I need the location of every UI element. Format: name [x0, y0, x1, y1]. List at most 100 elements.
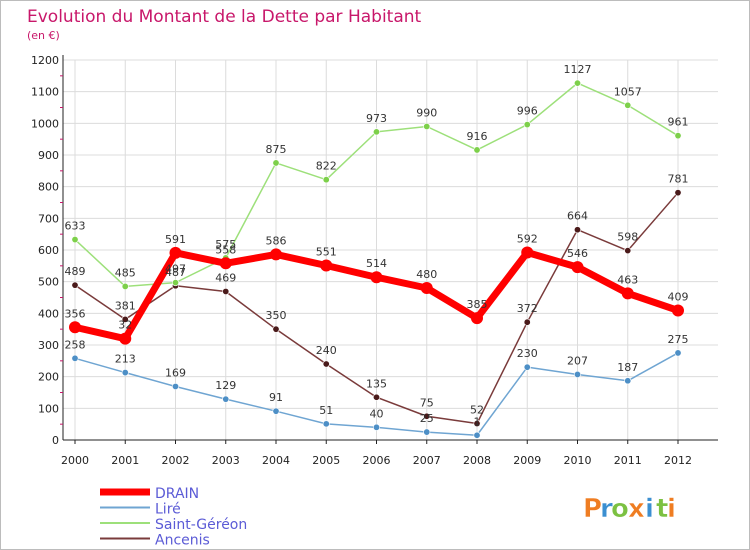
- data-label-saint-g-r-on: 990: [416, 107, 437, 120]
- data-label-lir-: 169: [165, 366, 186, 379]
- data-point-drain: [69, 321, 81, 334]
- data-point-ancenis: [423, 412, 431, 420]
- grid-lines: [63, 59, 718, 441]
- data-label-lir-: 213: [115, 353, 136, 366]
- legend-label-lir-: Liré: [155, 502, 181, 518]
- data-label-ancenis: 781: [668, 173, 689, 186]
- data-label-drain: 385: [467, 298, 488, 311]
- data-label-drain: 558: [215, 243, 236, 256]
- data-label-ancenis: 489: [65, 265, 86, 278]
- data-point-saint-g-r-on: [624, 101, 632, 109]
- data-label-lir-: 25: [420, 412, 434, 425]
- y-axis-ticks: 0 100 200 300 400 500 600 700 800 900 1000 1100 1200: [31, 54, 63, 447]
- axes: [62, 55, 718, 441]
- data-label-lir-: 51: [319, 404, 333, 417]
- y-tick-label: 900: [38, 149, 59, 162]
- legend-label-saint-g-r-on: Saint-Géréon: [155, 517, 247, 533]
- data-label-ancenis: 240: [316, 344, 337, 357]
- data-label-lir-: 207: [567, 354, 588, 367]
- data-point-lir-: [473, 431, 481, 439]
- data-label-saint-g-r-on: 497: [165, 263, 186, 276]
- data-label-saint-g-r-on: 875: [266, 143, 287, 156]
- data-labels: 356 32 591 558 586 551 514 480 385 592 546 463 409 25…: [65, 63, 689, 428]
- data-point-lir-: [674, 349, 682, 357]
- y-tick-label: 800: [38, 181, 59, 194]
- data-label-saint-g-r-on: 961: [668, 116, 689, 129]
- y-tick-label: 400: [38, 307, 59, 320]
- data-point-ancenis: [372, 393, 380, 401]
- data-point-saint-g-r-on: [322, 176, 330, 184]
- y-tick-label: 1100: [31, 86, 59, 99]
- data-point-saint-g-r-on: [523, 121, 531, 129]
- data-point-lir-: [573, 370, 581, 378]
- data-label-lir-: 129: [215, 379, 236, 392]
- data-label-ancenis: 350: [266, 309, 287, 322]
- data-point-drain: [270, 248, 282, 261]
- data-label-drain: 546: [567, 247, 588, 260]
- logo-letter: i: [645, 494, 654, 524]
- data-point-saint-g-r-on: [473, 146, 481, 154]
- proxiti-logo: Pro x i ti: [583, 494, 676, 525]
- legend-label-ancenis: Ancenis: [155, 533, 210, 549]
- y-tick-label: 600: [38, 244, 59, 257]
- data-point-lir-: [71, 354, 79, 362]
- data-point-lir-: [272, 407, 280, 415]
- data-label-drain: 480: [416, 268, 437, 281]
- data-label-lir-: 275: [668, 333, 689, 346]
- data-label-drain: 551: [316, 246, 337, 259]
- data-point-lir-: [372, 423, 380, 431]
- data-point-drain: [169, 246, 182, 259]
- data-point-drain: [219, 257, 232, 270]
- data-label-lir-: 40: [370, 407, 384, 420]
- data-point-lir-: [172, 382, 180, 390]
- data-label-lir-: 91: [269, 391, 283, 404]
- data-point-drain: [672, 304, 684, 317]
- x-tick-label: 2003: [212, 454, 240, 467]
- logo-letter: r: [600, 494, 613, 524]
- data-point-ancenis: [222, 287, 230, 295]
- y-tick-label: 500: [38, 276, 59, 289]
- data-label-ancenis: 487: [165, 266, 186, 279]
- data-label-ancenis: 372: [517, 302, 538, 315]
- chart-subtitle: (en €): [27, 29, 60, 42]
- data-point-ancenis: [573, 226, 581, 234]
- data-point-ancenis: [272, 325, 280, 333]
- data-point-ancenis: [674, 189, 682, 197]
- data-point-ancenis: [523, 318, 531, 326]
- data-point-saint-g-r-on: [272, 159, 280, 167]
- data-label-drain: 32: [118, 319, 132, 332]
- data-label-ancenis: 52: [470, 404, 484, 417]
- data-label-drain: 409: [668, 290, 689, 303]
- data-point-saint-g-r-on: [121, 282, 129, 290]
- data-label-saint-g-r-on: 1057: [614, 85, 642, 98]
- data-point-lir-: [523, 363, 531, 371]
- y-tick-label: 200: [38, 371, 59, 384]
- data-label-drain: 586: [266, 234, 287, 247]
- y-tick-label: 300: [38, 339, 59, 352]
- data-point-drain: [370, 271, 383, 284]
- x-tick-label: 2000: [61, 454, 89, 467]
- data-point-lir-: [121, 369, 129, 377]
- chart-title: Evolution du Montant de la Dette par Hab…: [27, 7, 422, 27]
- y-tick-label: 1200: [31, 54, 59, 67]
- data-label-saint-g-r-on: 575: [215, 238, 236, 251]
- series-group: [69, 79, 684, 439]
- data-label-ancenis: 598: [617, 231, 638, 244]
- data-point-drain: [119, 332, 132, 345]
- data-label-drain: 514: [366, 257, 387, 270]
- data-point-ancenis: [624, 247, 632, 255]
- logo-letter: P: [583, 494, 602, 524]
- logo-letter: i: [667, 494, 676, 524]
- data-point-ancenis: [121, 315, 129, 323]
- data-point-ancenis: [473, 420, 481, 428]
- data-point-lir-: [322, 420, 330, 428]
- x-tick-label: 2009: [513, 454, 541, 467]
- data-label-saint-g-r-on: 996: [517, 105, 538, 118]
- data-label-ancenis: 381: [115, 299, 136, 312]
- data-point-drain: [320, 259, 333, 272]
- y-tick-label: 700: [38, 212, 59, 225]
- data-label-drain: 592: [517, 233, 538, 246]
- data-point-drain: [471, 312, 483, 325]
- x-tick-label: 2004: [262, 454, 290, 467]
